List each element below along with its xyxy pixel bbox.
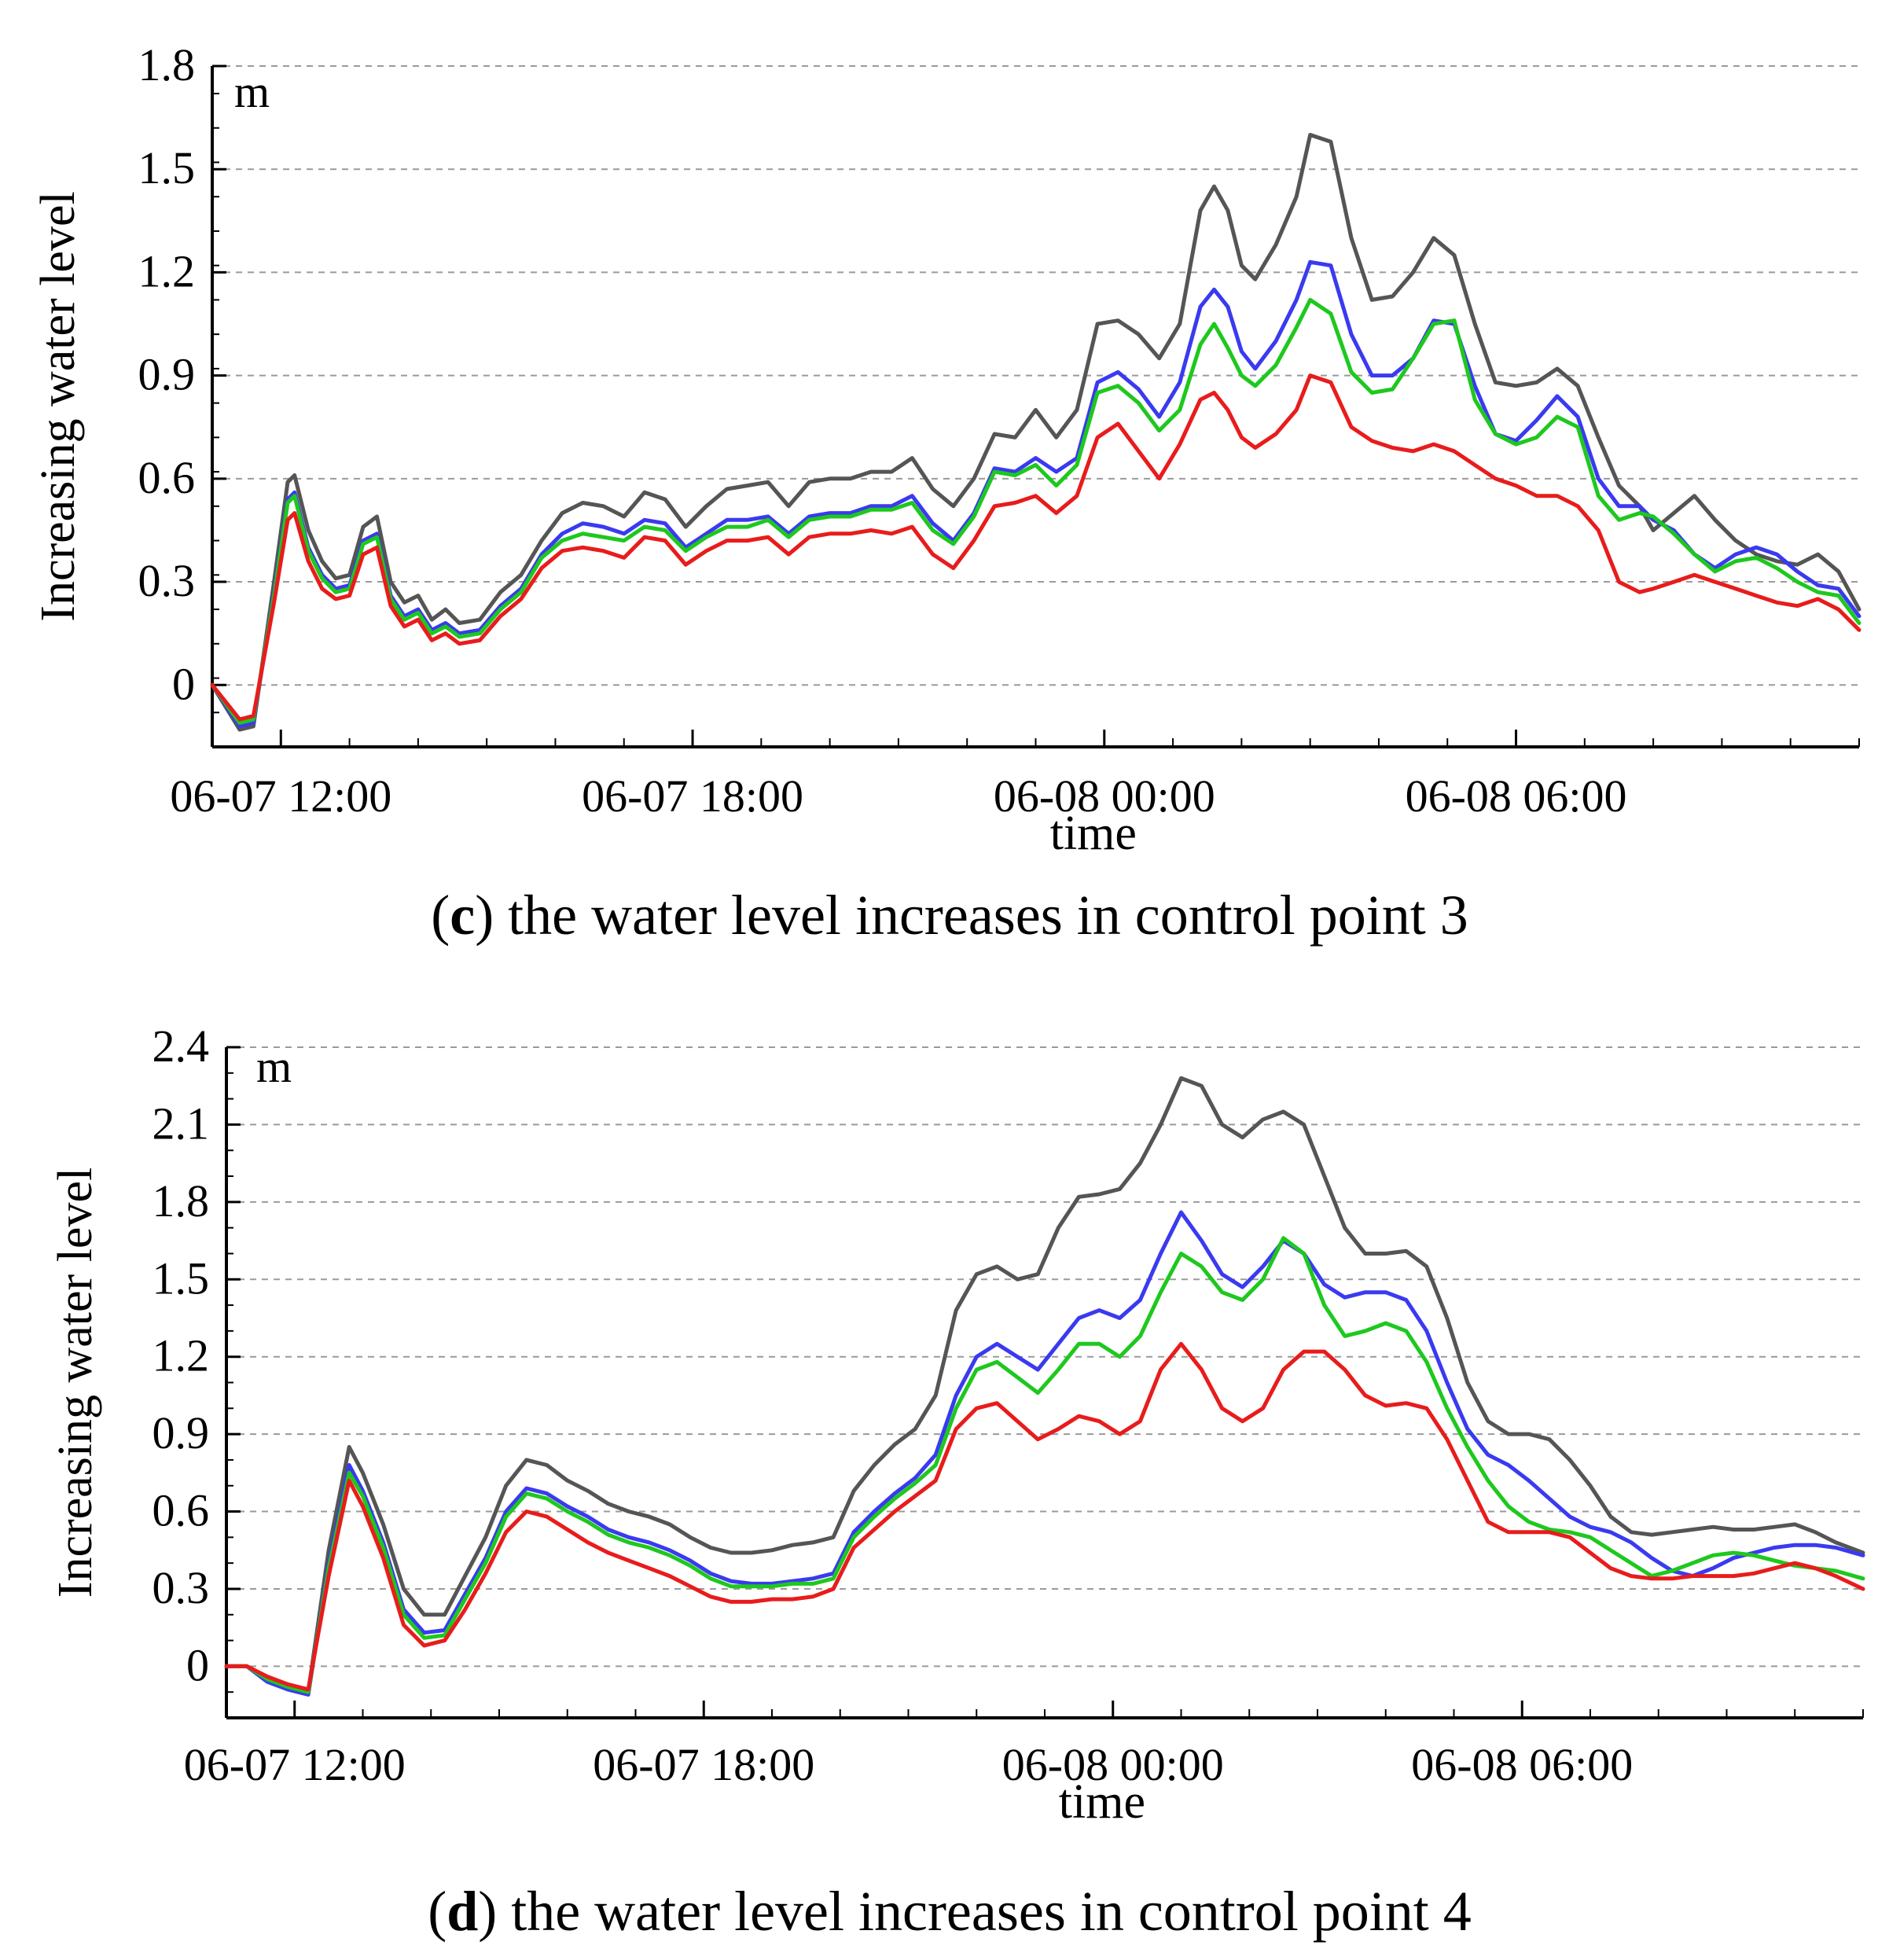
- x-axis-title: time: [1059, 1775, 1145, 1829]
- y-tick-label: 1.2: [153, 1330, 210, 1381]
- y-tick-label: 1.2: [138, 245, 196, 296]
- series-line-3: [210, 297, 1861, 725]
- x-tick-label: 06-07 12:00: [184, 1739, 406, 1790]
- y-unit-label: m: [256, 1041, 292, 1092]
- series-line-4: [224, 1341, 1865, 1692]
- y-tick-label: 1.8: [153, 1175, 210, 1226]
- y-tick-label: 0.3: [138, 555, 196, 606]
- y-tick-label: 2.4: [153, 1020, 210, 1072]
- x-tick-label: 06-08 00:00: [1002, 1739, 1224, 1790]
- x-tick-label: 06-07 12:00: [170, 770, 391, 822]
- y-tick-label: 0.9: [138, 349, 196, 400]
- y-tick-label: 0.6: [153, 1485, 210, 1536]
- y-tick-label: 1.5: [138, 142, 196, 193]
- figure-caption: (c) the water level increases in control…: [431, 884, 1468, 947]
- x-axis-title: time: [1050, 807, 1137, 860]
- y-tick-label: 0.6: [138, 452, 196, 503]
- x-tick-label: 06-07 18:00: [582, 770, 803, 822]
- series-line-3: [224, 1236, 1865, 1694]
- y-tick-label: 1.8: [138, 39, 196, 90]
- y-tick-label: 0: [172, 658, 195, 709]
- x-tick-label: 06-07 18:00: [593, 1739, 814, 1790]
- figure-caption: (d) the water level increases in control…: [428, 1880, 1472, 1943]
- series-line-2: [224, 1210, 1865, 1697]
- y-tick-label: 2.1: [153, 1098, 210, 1149]
- y-tick-label: 0: [186, 1639, 209, 1690]
- series-line-1: [224, 1076, 1865, 1694]
- y-tick-label: 1.5: [153, 1252, 210, 1304]
- chart-panel-c: 0 0.3 0.6 0.9 1.2 1.5 1.8 06-07 12:00 06-07 18:0…: [31, 39, 1861, 947]
- x-tick-label: 06-08 06:00: [1406, 770, 1627, 822]
- series-line-1: [210, 133, 1861, 732]
- y-tick-label: 0.3: [153, 1562, 210, 1613]
- chart-panel-d: 0 0.3 0.6 0.9 1.2 1.5 1.8 2.1 2.4 06-07 12:00 06-0…: [49, 1020, 1865, 1943]
- y-tick-label: 0.9: [153, 1407, 210, 1458]
- y-unit-label: m: [234, 66, 270, 117]
- x-tick-label: 06-08 06:00: [1411, 1739, 1633, 1790]
- series-line-4: [210, 373, 1861, 722]
- y-axis-title: Increasing water level: [49, 1168, 102, 1598]
- x-tick-label: 06-08 00:00: [994, 770, 1215, 822]
- y-axis-title: Increasing water level: [31, 191, 85, 621]
